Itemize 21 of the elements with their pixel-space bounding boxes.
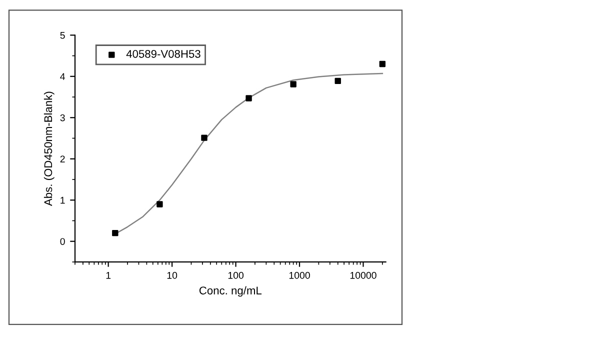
point xyxy=(156,201,163,208)
x-tick-label: 1000 xyxy=(289,272,310,279)
y-axis-title: Abs. (OD450nm-Blank) xyxy=(44,92,54,206)
y-tick-label: 1 xyxy=(60,196,65,204)
legend-label: 40589-V08H53 xyxy=(126,50,200,58)
y-tick-label: 2 xyxy=(60,156,65,162)
y-tick-label: 3 xyxy=(60,114,65,122)
x-tick-label: 1 xyxy=(106,272,111,279)
point xyxy=(246,95,252,102)
x-tick-label: 10 xyxy=(167,272,178,279)
x-axis-title: Conc. ng/mL xyxy=(199,286,262,297)
point xyxy=(334,78,341,84)
y-tick-label: 0 xyxy=(60,238,65,245)
point xyxy=(201,134,208,141)
y-tick-label: 5 xyxy=(60,32,65,39)
y-tick-label: 4 xyxy=(60,73,65,80)
point xyxy=(290,81,296,88)
x-tick-label: 10000 xyxy=(350,272,376,279)
point xyxy=(112,230,118,236)
point xyxy=(379,60,386,68)
x-tick-label: 100 xyxy=(228,272,244,279)
